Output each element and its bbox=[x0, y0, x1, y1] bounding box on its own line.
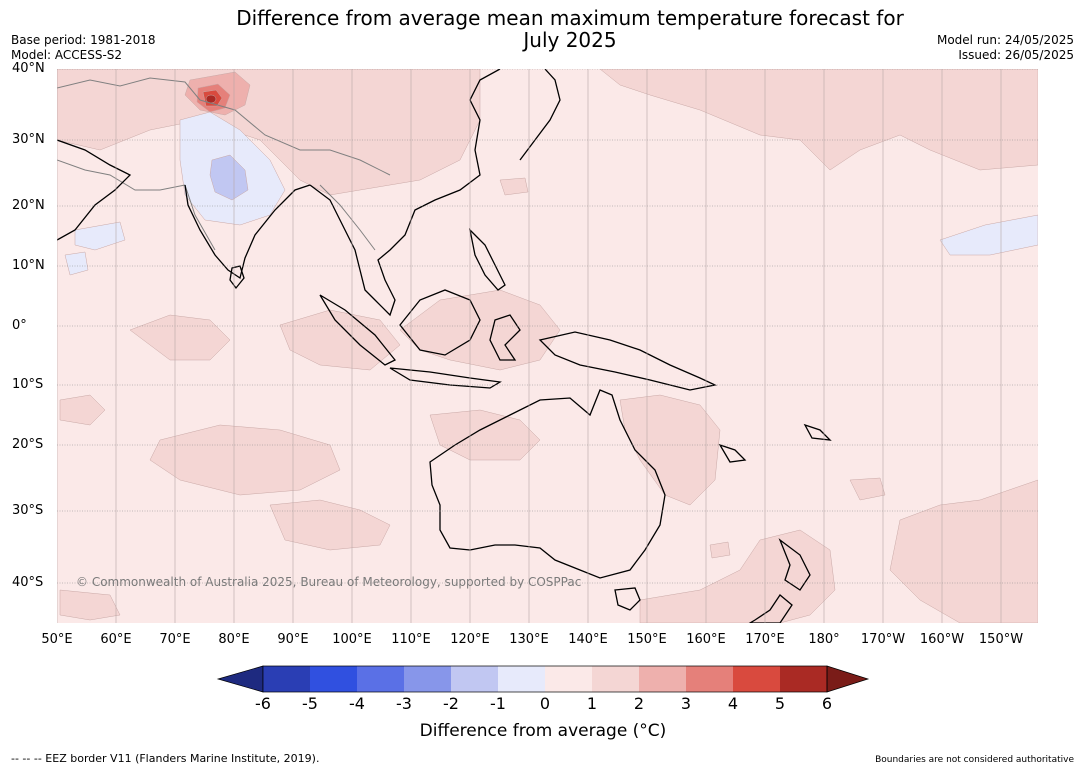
latitude-label: 20°N bbox=[12, 198, 45, 213]
colorbar-swatch bbox=[545, 666, 592, 692]
latitude-label: 10°N bbox=[12, 258, 45, 273]
longitude-label: 60°E bbox=[100, 632, 132, 647]
longitude-label: 170°E bbox=[745, 632, 785, 647]
colorbar-tick-label: -6 bbox=[255, 694, 271, 713]
model-name: Model: ACCESS-S2 bbox=[11, 48, 123, 62]
colorbar-tick-label: 3 bbox=[680, 694, 692, 713]
colorbar-tick-label: -3 bbox=[396, 694, 412, 713]
longitude-label: 180° bbox=[808, 632, 840, 647]
latitude-label: 30°S bbox=[12, 503, 44, 518]
colorbar-swatch bbox=[357, 666, 404, 692]
colorbar-arrow-low bbox=[216, 665, 264, 693]
colorbar-swatch bbox=[733, 666, 780, 692]
colorbar-frame bbox=[262, 665, 828, 693]
colorbar-tick-label: -4 bbox=[349, 694, 365, 713]
colorbar-tick-label: -1 bbox=[490, 694, 506, 713]
longitude-label: 170°W bbox=[860, 632, 906, 647]
colorbar-swatch bbox=[451, 666, 498, 692]
chart-title-line2: July 2025 bbox=[523, 28, 617, 52]
boundaries-note: Boundaries are not considered authoritat… bbox=[875, 755, 1074, 765]
cool-anomaly-minus1-0 bbox=[64, 111, 1038, 276]
colorbar-swatch bbox=[310, 666, 357, 692]
latitude-label: 40°S bbox=[12, 575, 44, 590]
longitude-label: 150°E bbox=[627, 632, 667, 647]
meta-right: Model run: 24/05/2025 Issued: 26/05/2025 bbox=[937, 33, 1074, 63]
latitude-label: 20°S bbox=[12, 437, 44, 452]
colorbar-tick-label: 6 bbox=[821, 694, 833, 713]
coastlines bbox=[57, 69, 832, 623]
eez-note: -- -- -- EEZ border V11 (Flanders Marine… bbox=[11, 752, 320, 765]
chart-title-line1: Difference from average mean maximum tem… bbox=[236, 6, 904, 30]
latitude-label: 30°N bbox=[12, 132, 45, 147]
colorbar-arrow-high bbox=[826, 665, 870, 693]
colorbar-tick-label: 0 bbox=[539, 694, 551, 713]
colorbar-tick-label: 2 bbox=[633, 694, 645, 713]
colorbar-swatch bbox=[639, 666, 686, 692]
model-run: Model run: 24/05/2025 bbox=[936, 33, 1074, 47]
longitude-label: 50°E bbox=[41, 632, 73, 647]
colorbar-title: Difference from average (°C) bbox=[419, 721, 667, 741]
longitude-label: 160°E bbox=[686, 632, 726, 647]
colorbar-swatch bbox=[263, 666, 310, 692]
longitude-label: 80°E bbox=[218, 632, 250, 647]
latitude-label: 40°N bbox=[12, 61, 45, 76]
longitude-label: 110°E bbox=[391, 632, 431, 647]
issued-date: Issued: 26/05/2025 bbox=[958, 48, 1074, 62]
map-area bbox=[57, 69, 1038, 623]
longitude-label: 70°E bbox=[159, 632, 191, 647]
colorbar-tick-label: 1 bbox=[586, 694, 598, 713]
base-period: Base period: 1981-2018 bbox=[11, 33, 156, 47]
longitude-label: 120°E bbox=[450, 632, 490, 647]
meta-left: Base period: 1981-2018 Model: ACCESS-S2 bbox=[11, 33, 156, 63]
colorbar-swatch bbox=[498, 666, 545, 692]
colorbar-swatch bbox=[686, 666, 733, 692]
latitude-label: 0° bbox=[12, 318, 27, 333]
longitude-label: 160°W bbox=[919, 632, 965, 647]
copyright-notice: © Commonwealth of Australia 2025, Bureau… bbox=[76, 575, 582, 589]
colorbar-tick-label: 5 bbox=[774, 694, 786, 713]
colorbar-swatch bbox=[404, 666, 451, 692]
longitude-label: 90°E bbox=[277, 632, 309, 647]
colorbar-tick-label: 4 bbox=[727, 694, 739, 713]
map-graticule bbox=[57, 69, 1038, 623]
colorbar-tick-label: -5 bbox=[302, 694, 318, 713]
longitude-label: 100°E bbox=[332, 632, 372, 647]
colorbar bbox=[216, 665, 870, 693]
longitude-label: 140°E bbox=[568, 632, 608, 647]
cool-anomaly-minus2-minus1 bbox=[209, 154, 249, 201]
colorbar-tick-label: -2 bbox=[443, 694, 459, 713]
longitude-label: 130°E bbox=[509, 632, 549, 647]
longitude-label: 150°W bbox=[978, 632, 1024, 647]
colorbar-swatch bbox=[592, 666, 639, 692]
latitude-label: 10°S bbox=[12, 377, 44, 392]
colorbar-swatch bbox=[780, 666, 827, 692]
